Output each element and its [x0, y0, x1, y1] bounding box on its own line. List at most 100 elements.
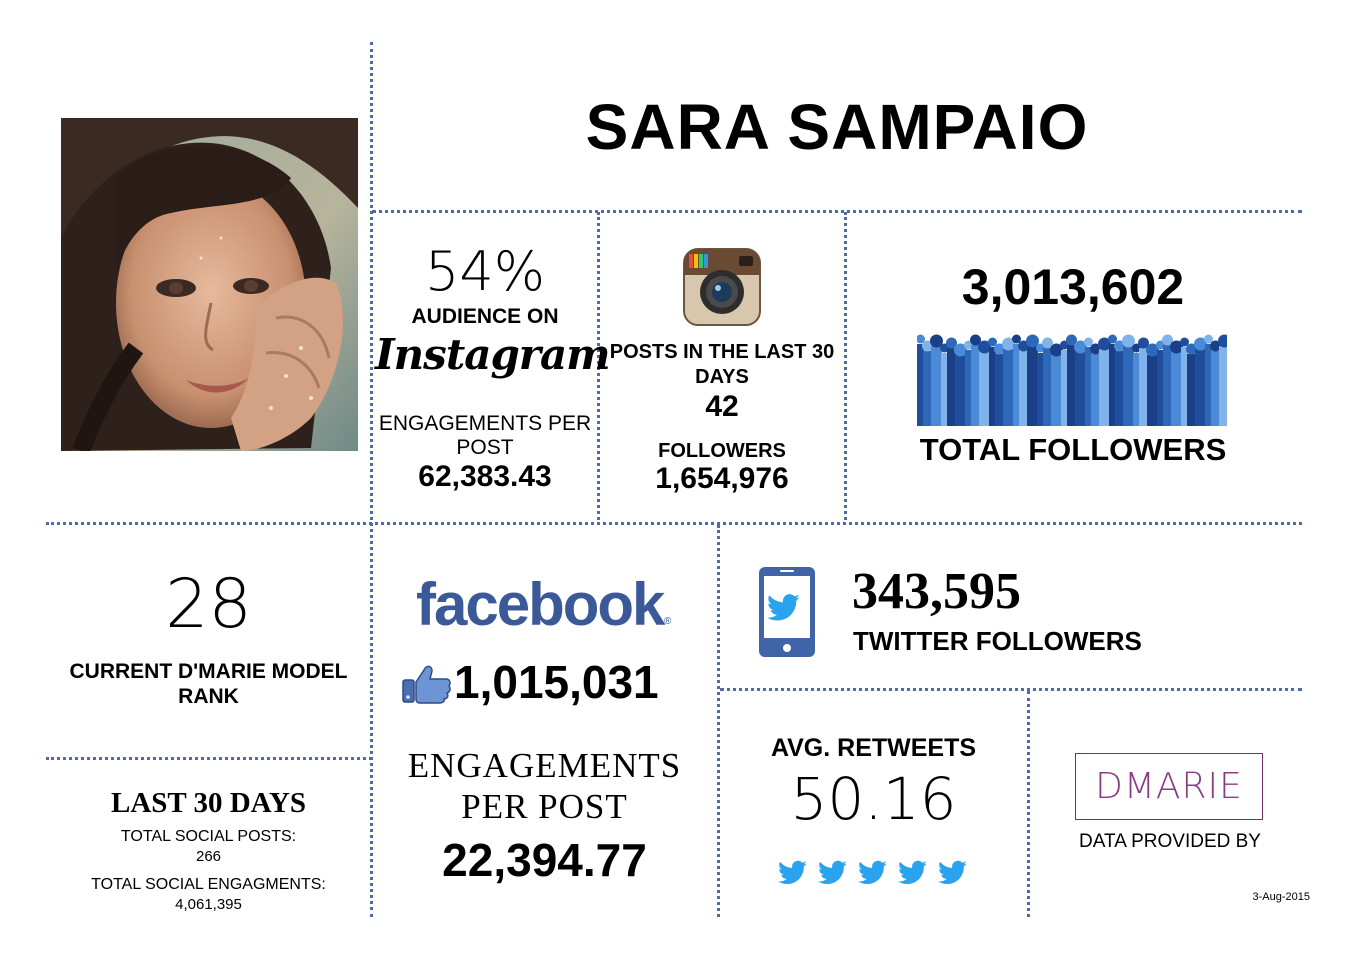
model-rank-label: CURRENT D'MARIE MODEL RANK	[69, 660, 348, 708]
crowd-figure	[1133, 353, 1140, 426]
crowd-head	[1204, 334, 1213, 344]
last30-posts-value: 266	[195, 848, 222, 865]
crowd-figure	[931, 346, 942, 426]
crowd-figure	[995, 354, 1004, 426]
crowd-figure	[1027, 346, 1038, 426]
divider-middle	[46, 522, 1302, 525]
dmarie-logo: DMARIE	[1095, 766, 1243, 807]
crowd-head	[1090, 343, 1101, 355]
last30-engagements-label: TOTAL SOCIAL ENGAGMENTS:	[91, 876, 326, 893]
crowd-figure	[1219, 346, 1230, 426]
crowd-figure	[1109, 344, 1116, 426]
crowd-figure	[1067, 345, 1076, 426]
crowd-head	[946, 337, 957, 349]
facebook-engagements-label: ENGAGEMENTS PER POST	[407, 746, 682, 826]
crowd-figure	[1163, 345, 1172, 426]
crowd-head	[1018, 340, 1029, 352]
crowd-figure	[971, 345, 980, 426]
crowd-head	[1012, 334, 1021, 344]
twitter-phone-icon	[758, 566, 816, 658]
crowd-figure	[989, 347, 996, 426]
crowd-head	[1170, 340, 1183, 354]
crowd-head	[916, 334, 925, 344]
divider-fb-twitter	[717, 525, 720, 917]
data-provided-by-label: DATA PROVIDED BY	[1079, 831, 1261, 852]
crowd-figure	[1139, 348, 1148, 426]
divider-retweets-dmarie	[1027, 691, 1030, 917]
crowd-figure	[1099, 349, 1110, 426]
crowd-figure	[1037, 353, 1044, 426]
last30-posts-label: TOTAL SOCIAL POSTS:	[120, 828, 297, 845]
instagram-wordmark: Instagram	[375, 330, 611, 379]
facebook-likes-value: 1,015,031	[454, 656, 659, 708]
crowd-head	[1194, 337, 1207, 351]
crowd-head	[1042, 337, 1053, 349]
crowd-figure	[955, 355, 966, 426]
crowd-head	[1210, 340, 1221, 352]
crowd-head	[930, 334, 943, 348]
facebook-engagements-value: 22,394.77	[442, 834, 647, 886]
crowd-head	[988, 337, 997, 347]
page-title: SARA SAMPAIO	[585, 91, 1089, 163]
twitter-bird-icon	[818, 860, 847, 885]
crowd-figure	[923, 351, 932, 426]
last30-title: LAST 30 DAYS	[110, 787, 307, 819]
instagram-posts-value: 42	[705, 390, 739, 423]
crowd-figure	[1043, 348, 1052, 426]
crowd-head	[1138, 337, 1149, 349]
divider-rank-last30	[46, 757, 372, 760]
crowd-figure	[1147, 355, 1158, 426]
crowd-head	[1026, 334, 1039, 348]
crowd-head	[954, 343, 967, 357]
instagram-posts-label: POSTS IN THE LAST 30 DAYS	[609, 341, 835, 388]
crowd-figure	[965, 350, 972, 426]
divider-under-title	[372, 210, 1302, 213]
instagram-followers-label: FOLLOWERS	[658, 440, 786, 462]
crowd-head	[1066, 334, 1077, 346]
crowd-head	[1108, 334, 1117, 344]
avg-retweets-label: AVG. RETWEETS	[770, 734, 977, 762]
model-rank-value: 28	[165, 565, 252, 644]
crowd-figure	[1061, 350, 1068, 426]
last30-engagements-value: 4,061,395	[175, 896, 242, 913]
divider-ig-2	[844, 212, 847, 520]
crowd-figure	[1013, 344, 1020, 426]
twitter-bird-icon	[778, 860, 807, 885]
crowd-figure	[1171, 352, 1182, 426]
crowd-head	[978, 340, 991, 354]
crowd-head	[1098, 337, 1111, 351]
crowd-figure	[917, 344, 924, 426]
crowd-figure	[1195, 349, 1206, 426]
total-followers-label: TOTAL FOLLOWERS	[919, 432, 1227, 467]
crowd-head	[994, 343, 1005, 355]
crowd-figure	[1075, 352, 1086, 426]
crowd-figure	[1051, 355, 1062, 426]
instagram-engagements-value: 62,383.43	[418, 460, 552, 493]
crowd-head	[1186, 343, 1197, 355]
crowd-head	[1084, 337, 1093, 347]
crowd-figure	[979, 352, 990, 426]
divider-ig-1	[597, 212, 600, 520]
dmarie-logo-frame	[1075, 753, 1263, 820]
crowd-figure	[1181, 347, 1188, 426]
crowd-head	[1122, 334, 1135, 348]
twitter-birds-row	[778, 856, 978, 888]
twitter-followers-value: 343,595	[852, 563, 1021, 620]
crowd-head	[970, 334, 981, 346]
crowd-head	[922, 340, 933, 352]
crowd-figure	[1187, 354, 1196, 426]
divider-twitter	[720, 688, 1302, 691]
instagram-audience-percent: 54%	[424, 240, 546, 303]
twitter-bird-icon	[858, 860, 887, 885]
model-photo	[61, 118, 358, 451]
crowd-head	[1074, 340, 1087, 354]
crowd-figure	[941, 353, 948, 426]
total-followers-value: 3,013,602	[961, 259, 1185, 315]
crowd-figure	[1085, 347, 1092, 426]
crowd-figure	[947, 348, 956, 426]
crowd-head	[1162, 334, 1173, 346]
crowd-figure	[1091, 354, 1100, 426]
crowd-head	[1114, 340, 1125, 352]
crowd-head	[1180, 337, 1189, 347]
crowd-figure	[1115, 351, 1124, 426]
